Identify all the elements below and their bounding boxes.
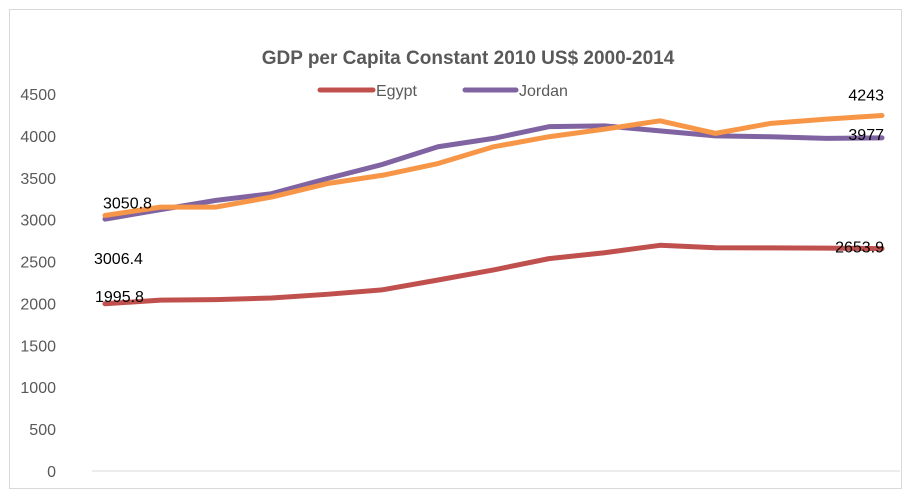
series-line-jordan — [102, 123, 885, 222]
data-label: 3006.4 — [94, 251, 143, 268]
y-tick-label: 4500 — [20, 87, 56, 104]
y-tick-label: 1000 — [20, 380, 56, 397]
data-label: 1995.8 — [95, 289, 144, 306]
legend-label-jordan: Jordan — [519, 83, 568, 100]
y-tick-label: 2000 — [20, 296, 56, 313]
data-label: 2653.9 — [835, 240, 884, 257]
y-axis: 0 500 1000 1500 2000 2500 3000 3500 4000 4500 — [20, 87, 56, 481]
y-tick-label: 2500 — [20, 255, 56, 272]
data-labels: 1995.8 2653.9 3006.4 3977 3050.8 4243 — [94, 88, 884, 306]
series-lines — [102, 113, 885, 307]
legend-label-egypt: Egypt — [376, 83, 417, 100]
y-tick-label: 4000 — [20, 129, 56, 146]
data-label: 3977 — [848, 127, 884, 144]
y-tick-label: 3000 — [20, 213, 56, 230]
legend: Egypt Jordan — [317, 83, 568, 100]
y-tick-label: 500 — [29, 422, 56, 439]
chart-title: GDP per Capita Constant 2010 US$ 2000-20… — [262, 48, 675, 69]
y-tick-label: 1500 — [20, 338, 56, 355]
series-line-egypt — [102, 242, 885, 307]
y-tick-label: 3500 — [20, 171, 56, 188]
series-line-series-3 — [102, 113, 885, 218]
y-tick-label: 0 — [47, 464, 56, 481]
data-label: 3050.8 — [103, 195, 152, 212]
data-label: 4243 — [848, 88, 884, 105]
